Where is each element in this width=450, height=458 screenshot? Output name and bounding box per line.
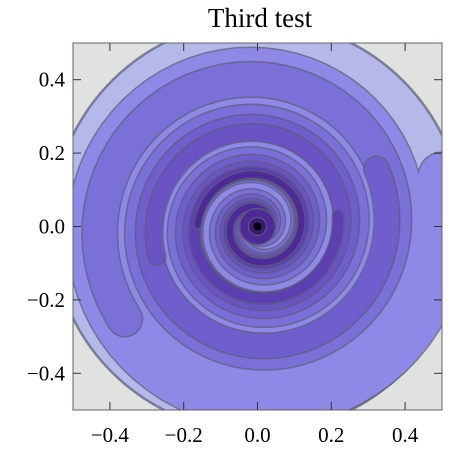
- y-tick-label: 0.2: [39, 141, 65, 165]
- center-marker: [253, 222, 262, 231]
- x-axis: −0.4 −0.2 0.0 0.2 0.4: [91, 43, 419, 447]
- x-tick-label: −0.2: [165, 423, 203, 447]
- y-tick-label: −0.4: [27, 361, 66, 385]
- x-tick-label: 0.2: [318, 423, 344, 447]
- plot-area: [73, 43, 442, 410]
- y-tick-label: 0.0: [39, 215, 65, 239]
- x-tick-label: −0.4: [91, 423, 130, 447]
- y-tick-label: 0.4: [39, 68, 66, 92]
- y-axis: −0.4 −0.2 0.0 0.2 0.4: [27, 68, 442, 385]
- x-tick-label: 0.4: [392, 423, 419, 447]
- y-tick-label: −0.2: [27, 288, 65, 312]
- x-tick-label: 0.0: [244, 423, 270, 447]
- chart-title: Third test: [208, 3, 313, 33]
